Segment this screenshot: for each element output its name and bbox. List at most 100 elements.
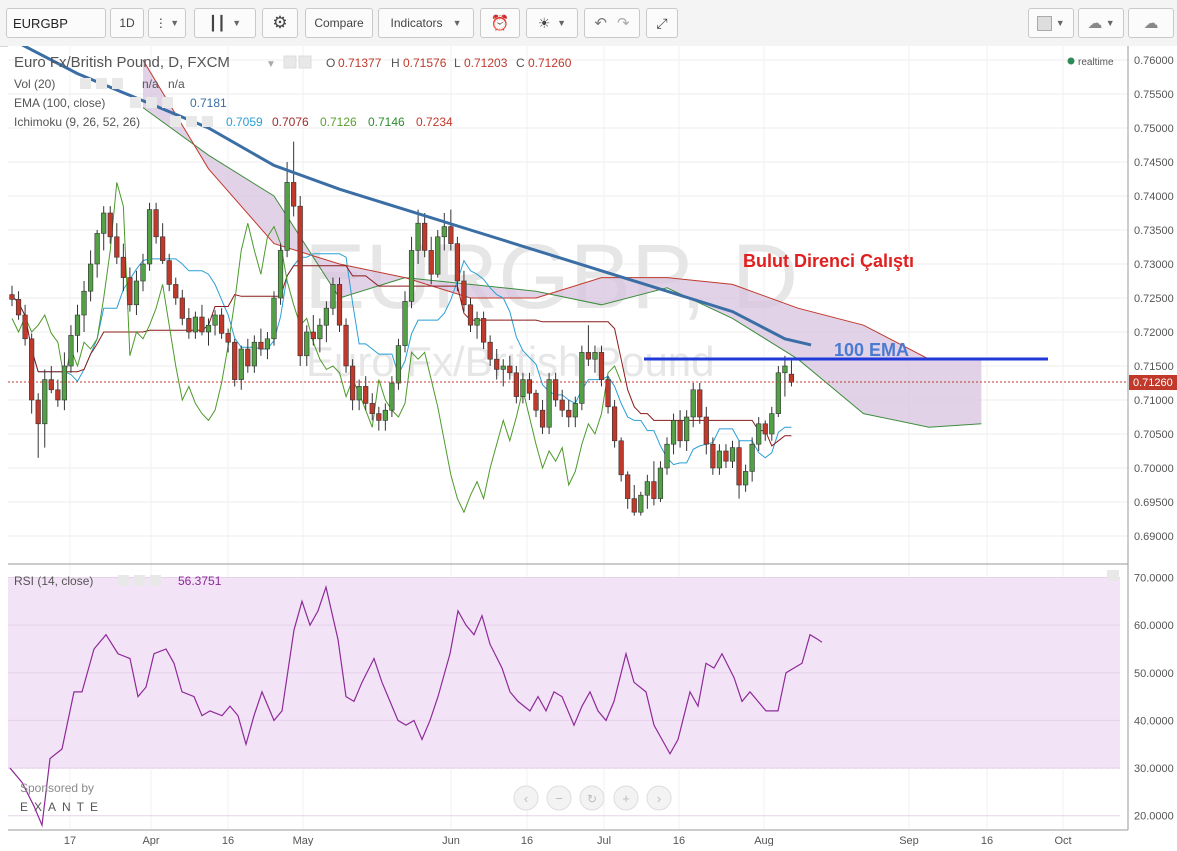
candle-body xyxy=(81,290,87,316)
settings-small-icon[interactable] xyxy=(146,97,157,108)
chevron-down-icon: ▼ xyxy=(557,18,567,28)
main-legend: Euro Fx/British Pound, D, FXCM ▼ O 0.713… xyxy=(14,54,1114,129)
load-chart-button[interactable]: ☁ ▼ xyxy=(1078,8,1124,38)
symbol-search-input[interactable]: EURGBP xyxy=(6,8,106,38)
price-tick-label: 0.76000 xyxy=(1134,55,1174,67)
candle-body xyxy=(382,409,388,421)
rsi-tick-label: 50.0000 xyxy=(1134,668,1174,680)
indicators-button[interactable]: Indicators ▼ xyxy=(378,8,474,38)
candle-body xyxy=(15,299,22,316)
compare-button[interactable]: Compare xyxy=(305,8,373,38)
candle-body xyxy=(310,331,316,340)
candle-body xyxy=(474,318,480,326)
ichimoku-value-2: 0.7076 xyxy=(272,115,309,129)
legend-close: 0.71260 xyxy=(528,56,572,70)
time-tick-label: 16 xyxy=(981,835,993,846)
legend-title-caret[interactable]: ▼ xyxy=(266,59,276,70)
ema-legend-value: 0.7181 xyxy=(190,96,227,110)
settings-small-icon[interactable] xyxy=(186,116,197,127)
eye-icon[interactable] xyxy=(118,575,129,586)
candle-body xyxy=(461,280,467,306)
undo-icon[interactable]: ↶ xyxy=(594,15,607,32)
eye-icon[interactable] xyxy=(170,116,181,127)
save-chart-button[interactable]: ☁ xyxy=(1128,8,1174,38)
candle-body xyxy=(205,324,212,333)
cloud-resistance-annotation[interactable]: Bulut Direnci Çalıştı xyxy=(743,251,914,271)
candle-body xyxy=(441,226,447,238)
zoom-out-button[interactable] xyxy=(546,785,572,811)
candle-body xyxy=(526,379,533,394)
candle-body xyxy=(657,467,664,499)
candle-body xyxy=(539,409,546,428)
price-tick-label: 0.75500 xyxy=(1134,89,1174,101)
reset-zoom-button[interactable] xyxy=(579,785,605,811)
candle-body xyxy=(297,205,303,357)
ideas-button[interactable]: ☀ ▼ xyxy=(526,8,578,38)
time-tick-label: Oct xyxy=(1054,835,1071,846)
price-tick-label: 0.73000 xyxy=(1134,259,1174,271)
candle-body xyxy=(742,471,749,486)
price-tick-label: 0.70000 xyxy=(1134,463,1174,475)
candle-body xyxy=(494,358,500,370)
vol-label: Vol (20) xyxy=(14,77,55,91)
vol-value-2: n/a xyxy=(168,77,185,91)
time-tick-label: Jul xyxy=(597,835,611,846)
undo-redo-group: ↶ ↷ xyxy=(584,8,640,38)
chart-style-button[interactable]: ┃┃ ▼ xyxy=(194,8,256,38)
candle-body xyxy=(173,284,179,299)
rsi-axis[interactable]: 70.0000 60.0000 50.0000 40.0000 30.0000 20.00… xyxy=(1134,573,1174,823)
eye-icon[interactable] xyxy=(283,55,297,69)
candle-body xyxy=(697,389,703,418)
settings-small-icon[interactable] xyxy=(96,78,107,89)
candle-body xyxy=(363,386,369,404)
chart-svg[interactable]: EURGBP, D Euro Fx/British Pound Bulut Di… xyxy=(8,46,1177,847)
time-tick-label: Jun xyxy=(442,835,460,846)
price-tick-label: 0.71000 xyxy=(1134,395,1174,407)
zoom-in-button[interactable] xyxy=(613,785,639,811)
candle-body xyxy=(598,352,605,380)
candle-body xyxy=(219,314,225,334)
rsi-tick-label: 70.0000 xyxy=(1134,573,1174,585)
sponsor-line-2[interactable]: EXANTE xyxy=(20,800,104,814)
eye-icon[interactable] xyxy=(130,97,141,108)
ema-annotation[interactable]: 100 EMA xyxy=(834,340,909,360)
candle-body xyxy=(684,416,690,442)
layout-button[interactable]: ▼ xyxy=(1028,8,1074,38)
redo-icon[interactable]: ↷ xyxy=(617,15,630,32)
ichimoku-value-5: 0.7234 xyxy=(416,115,453,129)
close-icon[interactable] xyxy=(150,575,161,586)
candle-body xyxy=(88,263,94,292)
close-icon[interactable] xyxy=(112,78,123,89)
cloud-fill xyxy=(143,60,982,428)
time-axis[interactable]: 17 Apr 16 May Jun 16 Jul 16 Aug Sep 16 Oct xyxy=(64,835,1072,847)
candle-body xyxy=(199,316,205,333)
rsi-line xyxy=(9,584,823,828)
close-icon[interactable] xyxy=(202,116,213,127)
fullscreen-button[interactable]: ⤢ xyxy=(646,8,678,38)
settings-button[interactable]: ⚙ xyxy=(262,8,298,38)
scroll-left-button[interactable] xyxy=(513,785,539,811)
realtime-dot-icon xyxy=(1067,57,1075,65)
candle-body xyxy=(395,345,402,384)
candle-body xyxy=(756,423,762,445)
price-axis[interactable]: 0.76000 0.75500 0.75000 0.74500 0.74000 0.735… xyxy=(1134,55,1174,543)
interval-dropdown-button[interactable]: ⋮ ▼ xyxy=(148,8,186,38)
candle-body xyxy=(166,260,172,285)
candle-body xyxy=(729,447,736,462)
candle-body xyxy=(782,365,788,374)
settings-small-icon[interactable] xyxy=(134,575,145,586)
alert-button[interactable]: ⏰ xyxy=(480,8,520,38)
candle-body xyxy=(146,209,153,265)
close-icon[interactable] xyxy=(162,97,173,108)
interval-button[interactable]: 1D xyxy=(110,8,144,38)
settings-small-icon[interactable] xyxy=(298,55,312,69)
scroll-right-button[interactable] xyxy=(646,785,672,811)
candle-body xyxy=(651,481,657,499)
eye-icon[interactable] xyxy=(80,78,91,89)
maximize-pane-icon[interactable] xyxy=(1107,570,1119,581)
chevron-right-icon: › xyxy=(657,791,661,806)
candle-body xyxy=(264,338,271,350)
candle-body xyxy=(435,236,441,275)
legend-open: 0.71377 xyxy=(338,56,382,70)
candle-body xyxy=(369,403,375,414)
